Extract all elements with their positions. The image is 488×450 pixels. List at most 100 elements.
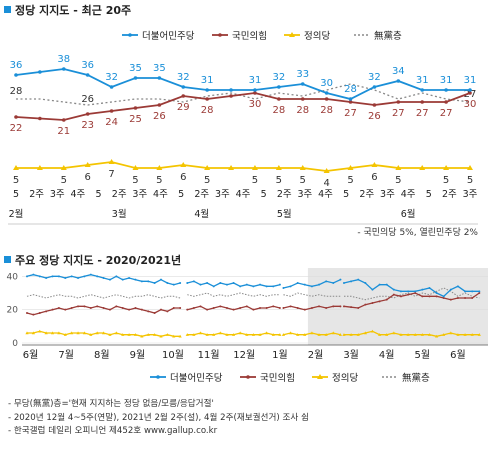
- chart1-month-label: 5월: [277, 208, 292, 220]
- chart2-title-marker: [4, 256, 11, 263]
- chart2-point-justice: [31, 331, 35, 335]
- footnote-1: - 무당(無黨)층='현재 지지하는 정당 없음/모름/응답거절': [8, 399, 214, 409]
- chart2-series-independent: [26, 294, 181, 299]
- chart1-week-label: 4주: [71, 189, 86, 200]
- chart1-point-justice: [443, 165, 450, 170]
- chart2-point-justice: [281, 333, 286, 336]
- chart2-month-label: 12월: [233, 349, 255, 361]
- chart2-point-justice: [427, 333, 432, 336]
- footnotes: - 무당(無黨)층='현재 지지하는 정당 없음/모름/응답거절' - 2020…: [8, 398, 478, 439]
- chart1-data-label-minjoo: 30: [320, 78, 333, 89]
- chart2-point-justice: [449, 331, 453, 335]
- chart2-point-ppp: [478, 292, 481, 294]
- chart1-point-ppp: [300, 97, 305, 101]
- chart1-data-label-minjoo: 36: [81, 60, 94, 71]
- chart2-point-minjoo: [296, 282, 299, 284]
- chart1-week-label: 3주: [215, 189, 230, 200]
- chart1-week-label: 4주: [318, 189, 333, 200]
- chart2-point-justice: [278, 333, 282, 336]
- chart2-point-ppp: [310, 307, 313, 309]
- chart2-point-minjoo: [364, 282, 367, 284]
- chart1-point-minjoo: [396, 79, 401, 83]
- chart2-point-justice: [153, 333, 157, 336]
- chart2-point-minjoo: [278, 283, 281, 286]
- chart1-data-label-ppp: 27: [416, 108, 429, 119]
- chart1-point-ppp: [253, 91, 257, 95]
- chart1-point-justice: [156, 165, 163, 170]
- chart2-point-minjoo: [259, 283, 262, 286]
- chart1-data-label-minjoo: 32: [272, 72, 285, 83]
- legend-label-ppp: 국민의힘: [260, 373, 295, 384]
- chart2-point-ppp: [77, 305, 80, 308]
- chart1-point-ppp: [85, 112, 90, 116]
- chart1-data-label-minjoo: 32: [368, 72, 381, 83]
- chart2-point-minjoo: [108, 278, 111, 281]
- chart1-data-label-ppp: 29: [177, 102, 190, 113]
- chart1-point-minjoo: [348, 97, 353, 101]
- chart2-point-ppp: [179, 307, 182, 309]
- chart1-data-label-justice: 5: [252, 175, 258, 186]
- chart1-week-label: 2주: [442, 189, 457, 200]
- chart2-point-justice: [133, 333, 138, 336]
- chart2-point-ppp: [289, 305, 292, 308]
- chart2-month-label: 10월: [162, 349, 184, 361]
- chart1-data-label-minjoo: 36: [10, 60, 23, 71]
- chart2-point-ppp: [442, 297, 445, 299]
- chart2-point-ppp: [166, 310, 169, 313]
- legend-marker-ppp: [218, 33, 222, 37]
- chart1-point-justice: [323, 168, 330, 173]
- chart2-month-label: 11월: [198, 349, 220, 361]
- chart1-point-justice: [132, 165, 139, 170]
- chart1-week-label: 2주: [359, 189, 374, 200]
- chart1-point-ppp: [61, 118, 66, 122]
- chart1-week-label: 4주: [401, 189, 416, 200]
- chart2-ytick-label: 0: [12, 339, 18, 349]
- chart2-point-justice: [114, 331, 118, 335]
- chart2-point-justice: [265, 331, 269, 335]
- chart1-data-label-ppp: 28: [201, 105, 214, 116]
- chart1-data-label-minjoo: 35: [129, 63, 142, 74]
- chart2-point-minjoo: [456, 285, 459, 288]
- chart1-point-minjoo: [133, 76, 138, 80]
- chart2-point-minjoo: [115, 275, 118, 278]
- chart2-point-minjoo: [26, 275, 28, 278]
- chart1-data-label-minjoo: 38: [57, 54, 70, 65]
- chart2-point-justice: [140, 334, 144, 338]
- chart2-point-minjoo: [89, 273, 92, 276]
- chart2-point-minjoo: [206, 282, 209, 284]
- chart2-point-minjoo: [96, 275, 99, 278]
- chart1-data-label-minjoo: 31: [249, 75, 262, 86]
- chart2-point-justice: [310, 331, 314, 335]
- chart1-point-justice: [228, 165, 235, 170]
- chart1-week-label: 3주: [132, 189, 147, 200]
- chart1-data-label-justice: 5: [300, 175, 306, 186]
- chart2-point-justice: [225, 333, 229, 336]
- chart2-point-minjoo: [225, 283, 228, 286]
- chart1-week-label: 4주: [236, 189, 251, 200]
- chart2-point-ppp: [332, 305, 335, 308]
- chart2-point-minjoo: [265, 285, 268, 288]
- chart2-point-ppp: [282, 307, 285, 309]
- chart1-data-label-minjoo: 34: [392, 66, 405, 77]
- chart2-point-ppp: [296, 307, 299, 309]
- chart2-point-ppp: [140, 308, 143, 311]
- chart2-point-ppp: [172, 307, 175, 309]
- chart2-point-justice: [370, 329, 375, 333]
- chart2-point-justice: [185, 333, 189, 336]
- chart2-legend: 더불어민주당 국민의힘 정의당 無黨층: [150, 372, 430, 384]
- chart2-point-minjoo: [140, 280, 143, 283]
- chart2-point-minjoo: [70, 275, 73, 278]
- chart1-point-ppp: [133, 106, 138, 110]
- chart1-point-justice: [371, 162, 378, 167]
- chart1-point-justice: [108, 159, 115, 164]
- chart1-point-ppp: [14, 115, 18, 119]
- chart2-point-ppp: [115, 305, 118, 308]
- chart1-point-minjoo: [420, 88, 425, 92]
- chart2-point-justice: [212, 333, 216, 336]
- chart2-point-ppp: [212, 307, 215, 309]
- chart2-point-justice: [57, 331, 61, 335]
- chart1-data-label-minjoo: 28: [344, 84, 357, 95]
- chart1-week-label: 5: [261, 189, 267, 200]
- chart1-week-label: 2주: [29, 189, 44, 200]
- chart2-point-justice: [146, 333, 150, 336]
